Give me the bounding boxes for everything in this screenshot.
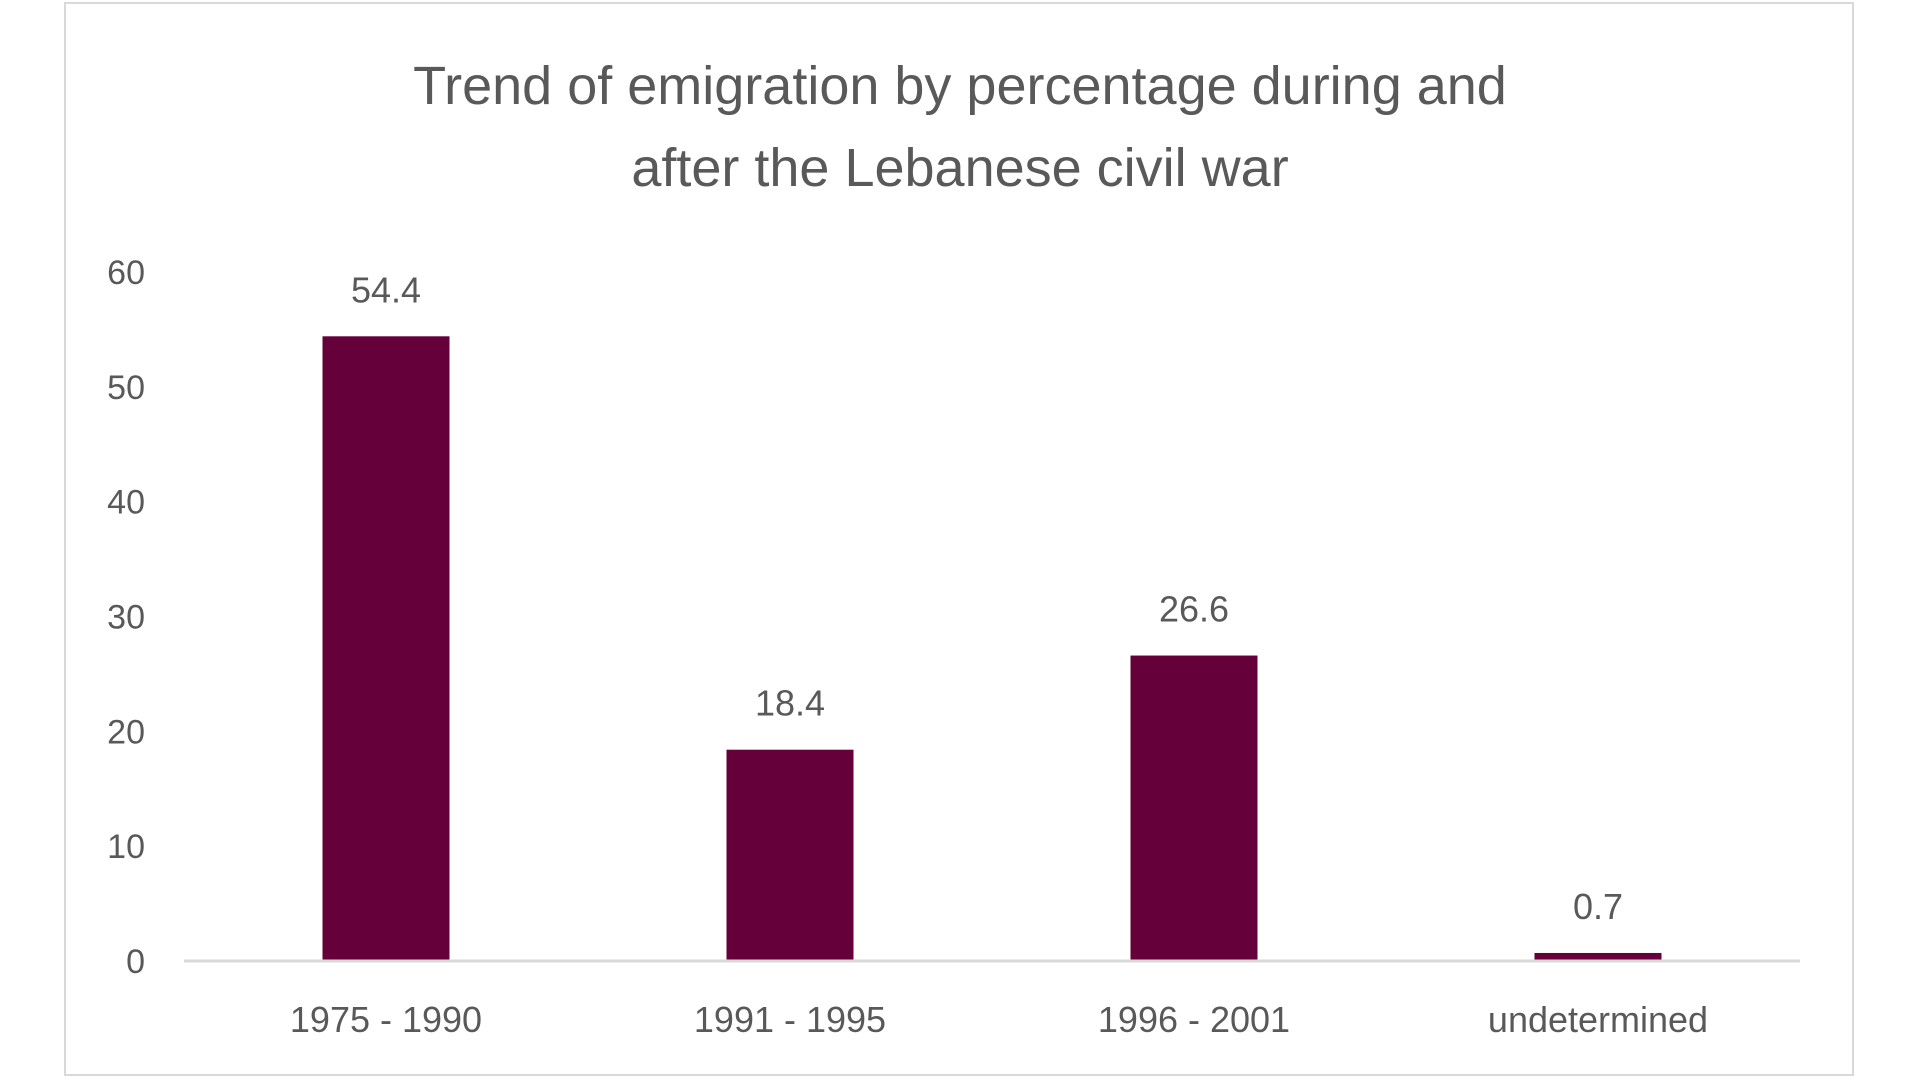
bar <box>1130 655 1258 961</box>
y-tick-label: 20 <box>107 713 145 751</box>
x-category-label: undetermined <box>1488 999 1708 1040</box>
x-category-label: 1991 - 1995 <box>694 999 886 1040</box>
chart-title-line-2: after the Lebanese civil war <box>631 138 1288 198</box>
bar <box>1534 952 1662 961</box>
data-label: 54.4 <box>351 269 421 310</box>
data-label: 0.7 <box>1573 886 1623 927</box>
y-tick-label: 50 <box>107 369 145 407</box>
bar <box>322 336 450 962</box>
data-label: 18.4 <box>755 683 825 724</box>
data-label: 26.6 <box>1159 589 1229 630</box>
y-tick-label: 30 <box>107 599 145 637</box>
chart-frame <box>64 2 1854 1076</box>
bar <box>726 749 854 961</box>
y-tick-label: 0 <box>126 943 145 981</box>
x-category-label: 1975 - 1990 <box>290 999 482 1040</box>
y-tick-label: 10 <box>107 828 145 866</box>
chart-title-line-1: Trend of emigration by percentage during… <box>413 56 1507 116</box>
y-tick-label: 60 <box>107 254 145 292</box>
y-tick-label: 40 <box>107 484 145 522</box>
x-category-label: 1996 - 2001 <box>1098 999 1290 1040</box>
